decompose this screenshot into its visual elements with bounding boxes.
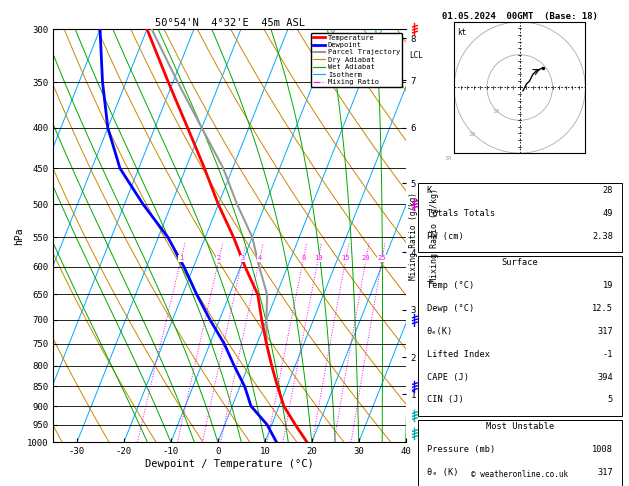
Text: Surface: Surface bbox=[501, 258, 538, 267]
Text: θₑ(K): θₑ(K) bbox=[426, 327, 453, 336]
Text: Temp (°C): Temp (°C) bbox=[426, 281, 474, 290]
Text: 19: 19 bbox=[603, 281, 613, 290]
Text: 01.05.2024  00GMT  (Base: 18): 01.05.2024 00GMT (Base: 18) bbox=[442, 12, 598, 21]
Y-axis label: hPa: hPa bbox=[14, 227, 25, 244]
Text: K: K bbox=[426, 186, 432, 195]
Text: Most Unstable: Most Unstable bbox=[486, 422, 554, 431]
Text: 10: 10 bbox=[314, 255, 323, 261]
Text: θₑ (K): θₑ (K) bbox=[426, 468, 458, 477]
Text: Totals Totals: Totals Totals bbox=[426, 208, 495, 218]
Text: 28: 28 bbox=[603, 186, 613, 195]
Text: © weatheronline.co.uk: © weatheronline.co.uk bbox=[471, 470, 569, 479]
Text: 15: 15 bbox=[342, 255, 350, 261]
Text: Mixing Ratio (g/kg): Mixing Ratio (g/kg) bbox=[409, 192, 418, 279]
Text: 20: 20 bbox=[362, 255, 370, 261]
Text: 25: 25 bbox=[378, 255, 386, 261]
Text: 20: 20 bbox=[469, 132, 476, 137]
Text: 49: 49 bbox=[603, 208, 613, 218]
Text: -1: -1 bbox=[603, 350, 613, 359]
Text: CAPE (J): CAPE (J) bbox=[426, 373, 469, 382]
FancyBboxPatch shape bbox=[418, 420, 621, 486]
Text: CIN (J): CIN (J) bbox=[426, 396, 464, 404]
Text: 10: 10 bbox=[493, 108, 500, 114]
Text: 5: 5 bbox=[608, 396, 613, 404]
Text: 8: 8 bbox=[301, 255, 306, 261]
Text: LCL: LCL bbox=[409, 52, 423, 60]
Text: 317: 317 bbox=[598, 327, 613, 336]
Text: Mixing Ratio (g/kg): Mixing Ratio (g/kg) bbox=[430, 188, 438, 283]
Text: kt: kt bbox=[457, 28, 467, 37]
Text: 3: 3 bbox=[240, 255, 245, 261]
Text: 1: 1 bbox=[179, 255, 183, 261]
Text: 1008: 1008 bbox=[592, 445, 613, 454]
Text: 2: 2 bbox=[217, 255, 221, 261]
Text: Lifted Index: Lifted Index bbox=[426, 350, 489, 359]
Text: Dewp (°C): Dewp (°C) bbox=[426, 304, 474, 313]
Text: 30: 30 bbox=[445, 156, 453, 161]
X-axis label: Dewpoint / Temperature (°C): Dewpoint / Temperature (°C) bbox=[145, 459, 314, 469]
FancyBboxPatch shape bbox=[418, 184, 621, 252]
Text: 12.5: 12.5 bbox=[592, 304, 613, 313]
Text: 2.38: 2.38 bbox=[592, 231, 613, 241]
Text: 4: 4 bbox=[257, 255, 262, 261]
Legend: Temperature, Dewpoint, Parcel Trajectory, Dry Adiabat, Wet Adiabat, Isotherm, Mi: Temperature, Dewpoint, Parcel Trajectory… bbox=[311, 33, 402, 87]
Title: 50°54'N  4°32'E  45m ASL: 50°54'N 4°32'E 45m ASL bbox=[155, 18, 304, 28]
Text: Pressure (mb): Pressure (mb) bbox=[426, 445, 495, 454]
Text: 394: 394 bbox=[598, 373, 613, 382]
Text: PW (cm): PW (cm) bbox=[426, 231, 464, 241]
FancyBboxPatch shape bbox=[418, 256, 621, 416]
Text: 317: 317 bbox=[598, 468, 613, 477]
